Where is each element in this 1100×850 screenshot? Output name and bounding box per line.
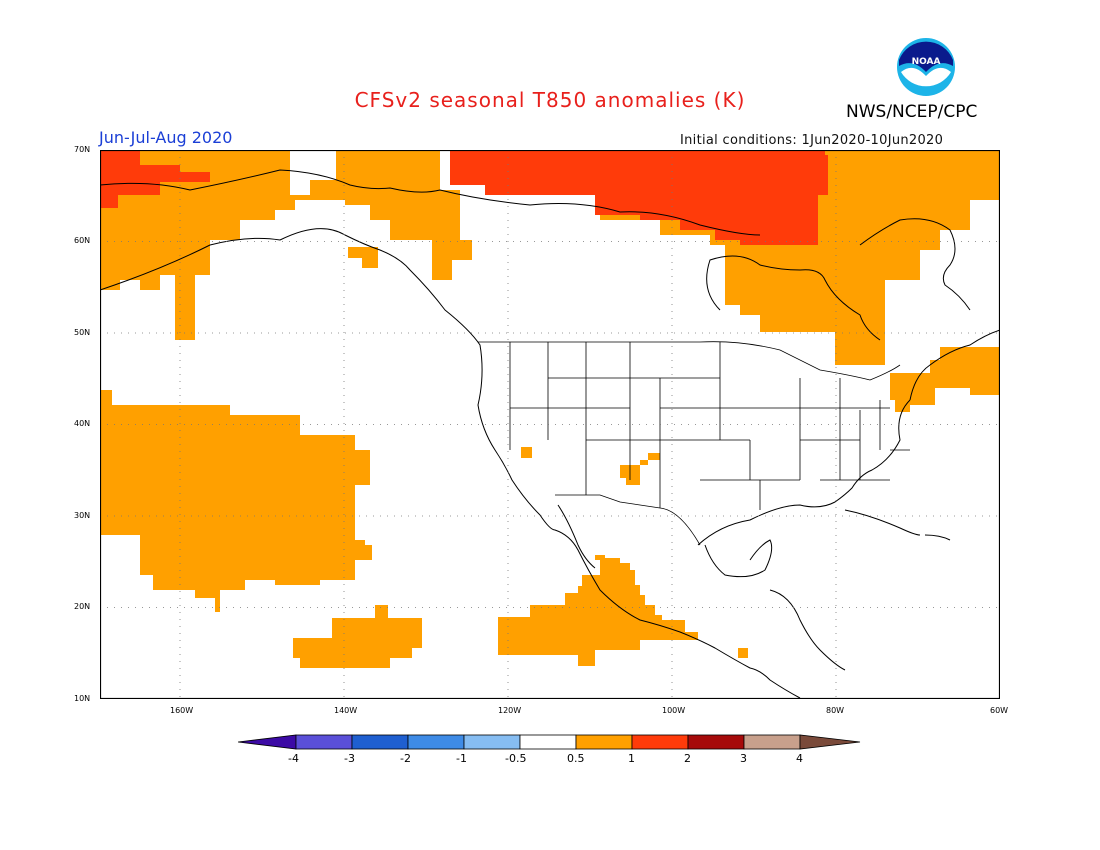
bering-anomaly	[100, 150, 210, 208]
colorbar-boxes	[295, 734, 801, 750]
us-canada-border	[478, 341, 901, 381]
lon-label: 60W	[990, 706, 1009, 715]
lon-label: 140W	[334, 706, 358, 715]
tropical-pacific-central-anomaly	[293, 605, 422, 668]
mexico-small-anomaly	[738, 648, 748, 658]
noaa-logo: NOAA	[897, 38, 955, 96]
colorbar-label: -0.5	[505, 752, 527, 765]
color-bar	[238, 734, 861, 750]
forecast-period: Jun-Jul-Aug 2020	[99, 128, 233, 147]
colorbar-label: 0.5	[567, 752, 585, 765]
initial-conditions: Initial conditions: 1Jun2020-10Jun2020	[680, 133, 944, 148]
lat-label: 70N	[74, 145, 91, 154]
eastern-pacific-mexico-anomaly	[498, 555, 698, 666]
lat-label: 20N	[74, 602, 91, 611]
lat-label: 60N	[74, 236, 91, 245]
lat-label: 30N	[74, 511, 91, 520]
colorbar-label: -4	[288, 752, 299, 765]
lon-label: 80W	[826, 706, 845, 715]
nevada-anomaly	[521, 447, 532, 458]
lat-lon-grid	[100, 150, 1000, 699]
baja-california-coast	[557, 504, 596, 569]
colorbar-box	[519, 734, 577, 750]
labrador-coast	[859, 218, 971, 311]
anomaly-map	[100, 150, 1000, 699]
arctic-coast	[100, 169, 761, 236]
cuba-coast	[844, 509, 921, 536]
yucatan-coast	[704, 539, 773, 578]
colorbar-arrow-low	[238, 734, 297, 750]
lon-label: 120W	[498, 706, 522, 715]
arctic-canada-anomaly	[450, 150, 828, 245]
colorbar-box	[463, 734, 521, 750]
colorbar-box	[295, 734, 353, 750]
map-frame	[100, 150, 1000, 699]
colorbar-label: 1	[628, 752, 635, 765]
colorbar-arrow-high	[799, 734, 861, 750]
northeast-us-maritimes-anomaly	[890, 347, 1000, 412]
anomaly-level-1-2	[100, 150, 828, 245]
colorbar-label: 2	[684, 752, 691, 765]
pacific-northwest-anomaly	[100, 390, 372, 612]
colorbar-box	[407, 734, 465, 750]
lat-label: 10N	[74, 694, 91, 703]
colorbar-label: -2	[400, 752, 411, 765]
lon-label: 160W	[170, 706, 194, 715]
north-america-west-coast	[100, 228, 801, 699]
colorbar-label: -3	[344, 752, 355, 765]
colorbar-label: 3	[740, 752, 747, 765]
state-borders	[478, 341, 910, 546]
west-states-grid	[509, 342, 750, 508]
colorbar-box	[351, 734, 409, 750]
colorbar-box	[575, 734, 633, 750]
hispaniola-coast	[924, 534, 951, 541]
lat-label: 50N	[74, 328, 91, 337]
lat-label: 40N	[74, 419, 91, 428]
map-title: CFSv2 seasonal T850 anomalies (K)	[354, 88, 746, 112]
colorbar-label: 4	[796, 752, 803, 765]
colorbar-box	[687, 734, 745, 750]
central-america-coast	[769, 589, 846, 671]
noaa-logo-text: NOAA	[912, 57, 941, 67]
gulf-of-mexico-coast	[697, 399, 911, 546]
gulf-of-alaska-anomaly	[348, 247, 378, 268]
coastlines	[100, 169, 1000, 699]
north-pacific-alaska-anomaly	[100, 150, 472, 340]
colorbar-box	[631, 734, 689, 750]
agency-label: NWS/NCEP/CPC	[846, 102, 978, 122]
western-canada-anomaly	[420, 220, 432, 232]
central-states-grid	[700, 378, 860, 510]
hudson-bay	[706, 255, 881, 341]
lon-label: 100W	[662, 706, 686, 715]
colorbar-label: -1	[456, 752, 467, 765]
east-states-grid	[800, 378, 910, 481]
east-coast	[909, 329, 1000, 401]
colorbar-box	[743, 734, 801, 750]
